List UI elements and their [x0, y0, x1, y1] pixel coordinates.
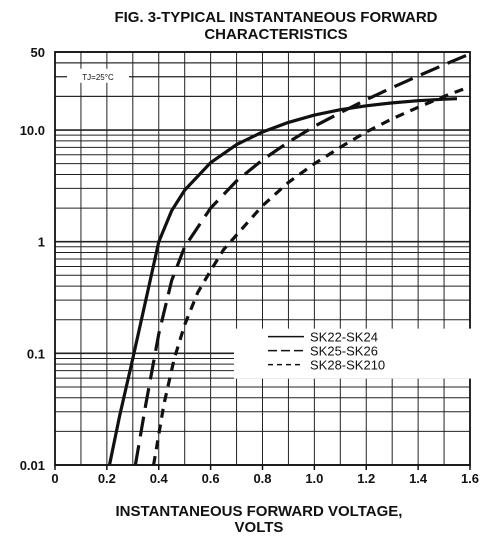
series-line-sk28-sk210 — [152, 86, 468, 466]
x-axis-label-line1: INSTANTANEOUS FORWARD VOLTAGE, — [116, 503, 403, 520]
x-tick-label: 1.4 — [409, 471, 428, 486]
x-tick-label: 0.8 — [253, 471, 271, 486]
y-tick-label: 0.01 — [20, 458, 45, 473]
grid-lines — [54, 51, 471, 466]
x-tick-label: 1.2 — [357, 471, 375, 486]
legend-label-sk22-sk24: SK22-SK24 — [310, 330, 378, 345]
x-tick-label: 0 — [51, 471, 58, 486]
series-lines — [107, 53, 469, 466]
x-axis-label-line2: VOLTS — [235, 519, 284, 536]
y-tick-label: 50 — [31, 45, 45, 60]
x-tick-label: 0.2 — [98, 471, 116, 486]
series-line-sk22-sk24 — [107, 97, 458, 466]
legend-label-sk25-sk26: SK25-SK26 — [310, 344, 378, 359]
series-line-sk25-sk26 — [133, 53, 469, 466]
chart-title-line2: CHARACTERISTICS — [204, 26, 347, 43]
temperature-annotation: TJ=25°C — [67, 68, 129, 83]
tick-labels: 0 0.2 0.4 0.6 0.8 1.0 1.2 1.4 1.6 0.01 0.1 1 10.0 50 — [20, 45, 479, 486]
chart-title-line1: FIG. 3-TYPICAL INSTANTANEOUS FORWARD — [114, 9, 437, 26]
temperature-label: TJ=25°C — [82, 73, 114, 82]
x-tick-label: 0.4 — [150, 471, 169, 486]
y-tick-label: 0.1 — [27, 346, 45, 361]
y-tick-label: 1 — [38, 235, 45, 250]
legend: SK22-SK24 SK25-SK26 SK28-SK210 — [234, 328, 472, 379]
y-tick-label: 10.0 — [20, 123, 45, 138]
x-tick-label: 0.6 — [202, 471, 220, 486]
temperature-annotation-background — [67, 68, 129, 83]
x-tick-label: 1.6 — [461, 471, 479, 486]
legend-label-sk28-sk210: SK28-SK210 — [310, 358, 385, 373]
x-tick-label: 1.0 — [305, 471, 323, 486]
